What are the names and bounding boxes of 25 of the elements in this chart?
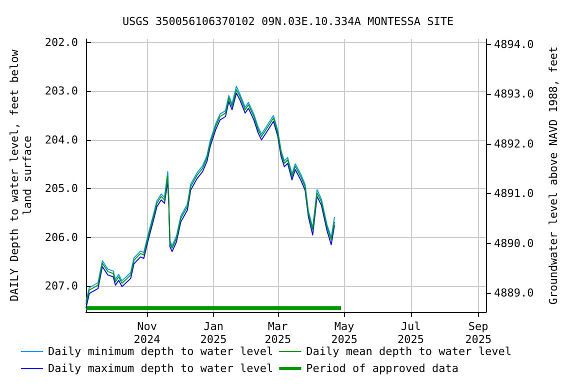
y-axis-title: DAILY Depth to water level, feet below land surface	[8, 49, 34, 302]
y-tick-label: 207.0	[44, 280, 78, 293]
x-tick-label: Mar 2025	[264, 320, 292, 346]
legend-label: Daily minimum depth to water level	[48, 345, 274, 358]
y-tick-label: 204.0	[44, 133, 78, 146]
y-tick-label: 202.0	[44, 36, 78, 49]
y2-tick-label: 4891.0	[494, 187, 534, 200]
y2-tick-label: 4893.0	[494, 88, 534, 101]
x-tick-label: Jan 2025	[200, 320, 227, 346]
y-tick-label: 206.0	[44, 230, 78, 244]
chart-title: USGS 350056106370102 09N.03E.10.334A MONTESSA SITE	[122, 15, 454, 28]
x-tick-label: Sep 2025	[465, 320, 492, 346]
x-tick-label: May 2025	[331, 320, 358, 346]
x-tick-label: Nov 2024	[134, 320, 161, 346]
y2-tick-label: 4890.0	[494, 236, 534, 250]
y2-axis-title: Groundwater level above NAVD 1988, feet	[547, 46, 560, 305]
y-tick-label: 205.0	[44, 182, 78, 196]
y-tick-label: 203.0	[44, 84, 78, 98]
y2-tick-label: 4894.0	[494, 38, 534, 51]
legend-label: Daily maximum depth to water level	[48, 362, 274, 375]
y2-tick-label: 4892.0	[494, 137, 534, 150]
x-tick-label: Jul 2025	[398, 320, 424, 346]
y2-tick-label: 4889.0	[494, 286, 534, 300]
legend-label: Daily mean depth to water level	[306, 345, 512, 358]
legend-label: Period of approved data	[306, 362, 458, 375]
